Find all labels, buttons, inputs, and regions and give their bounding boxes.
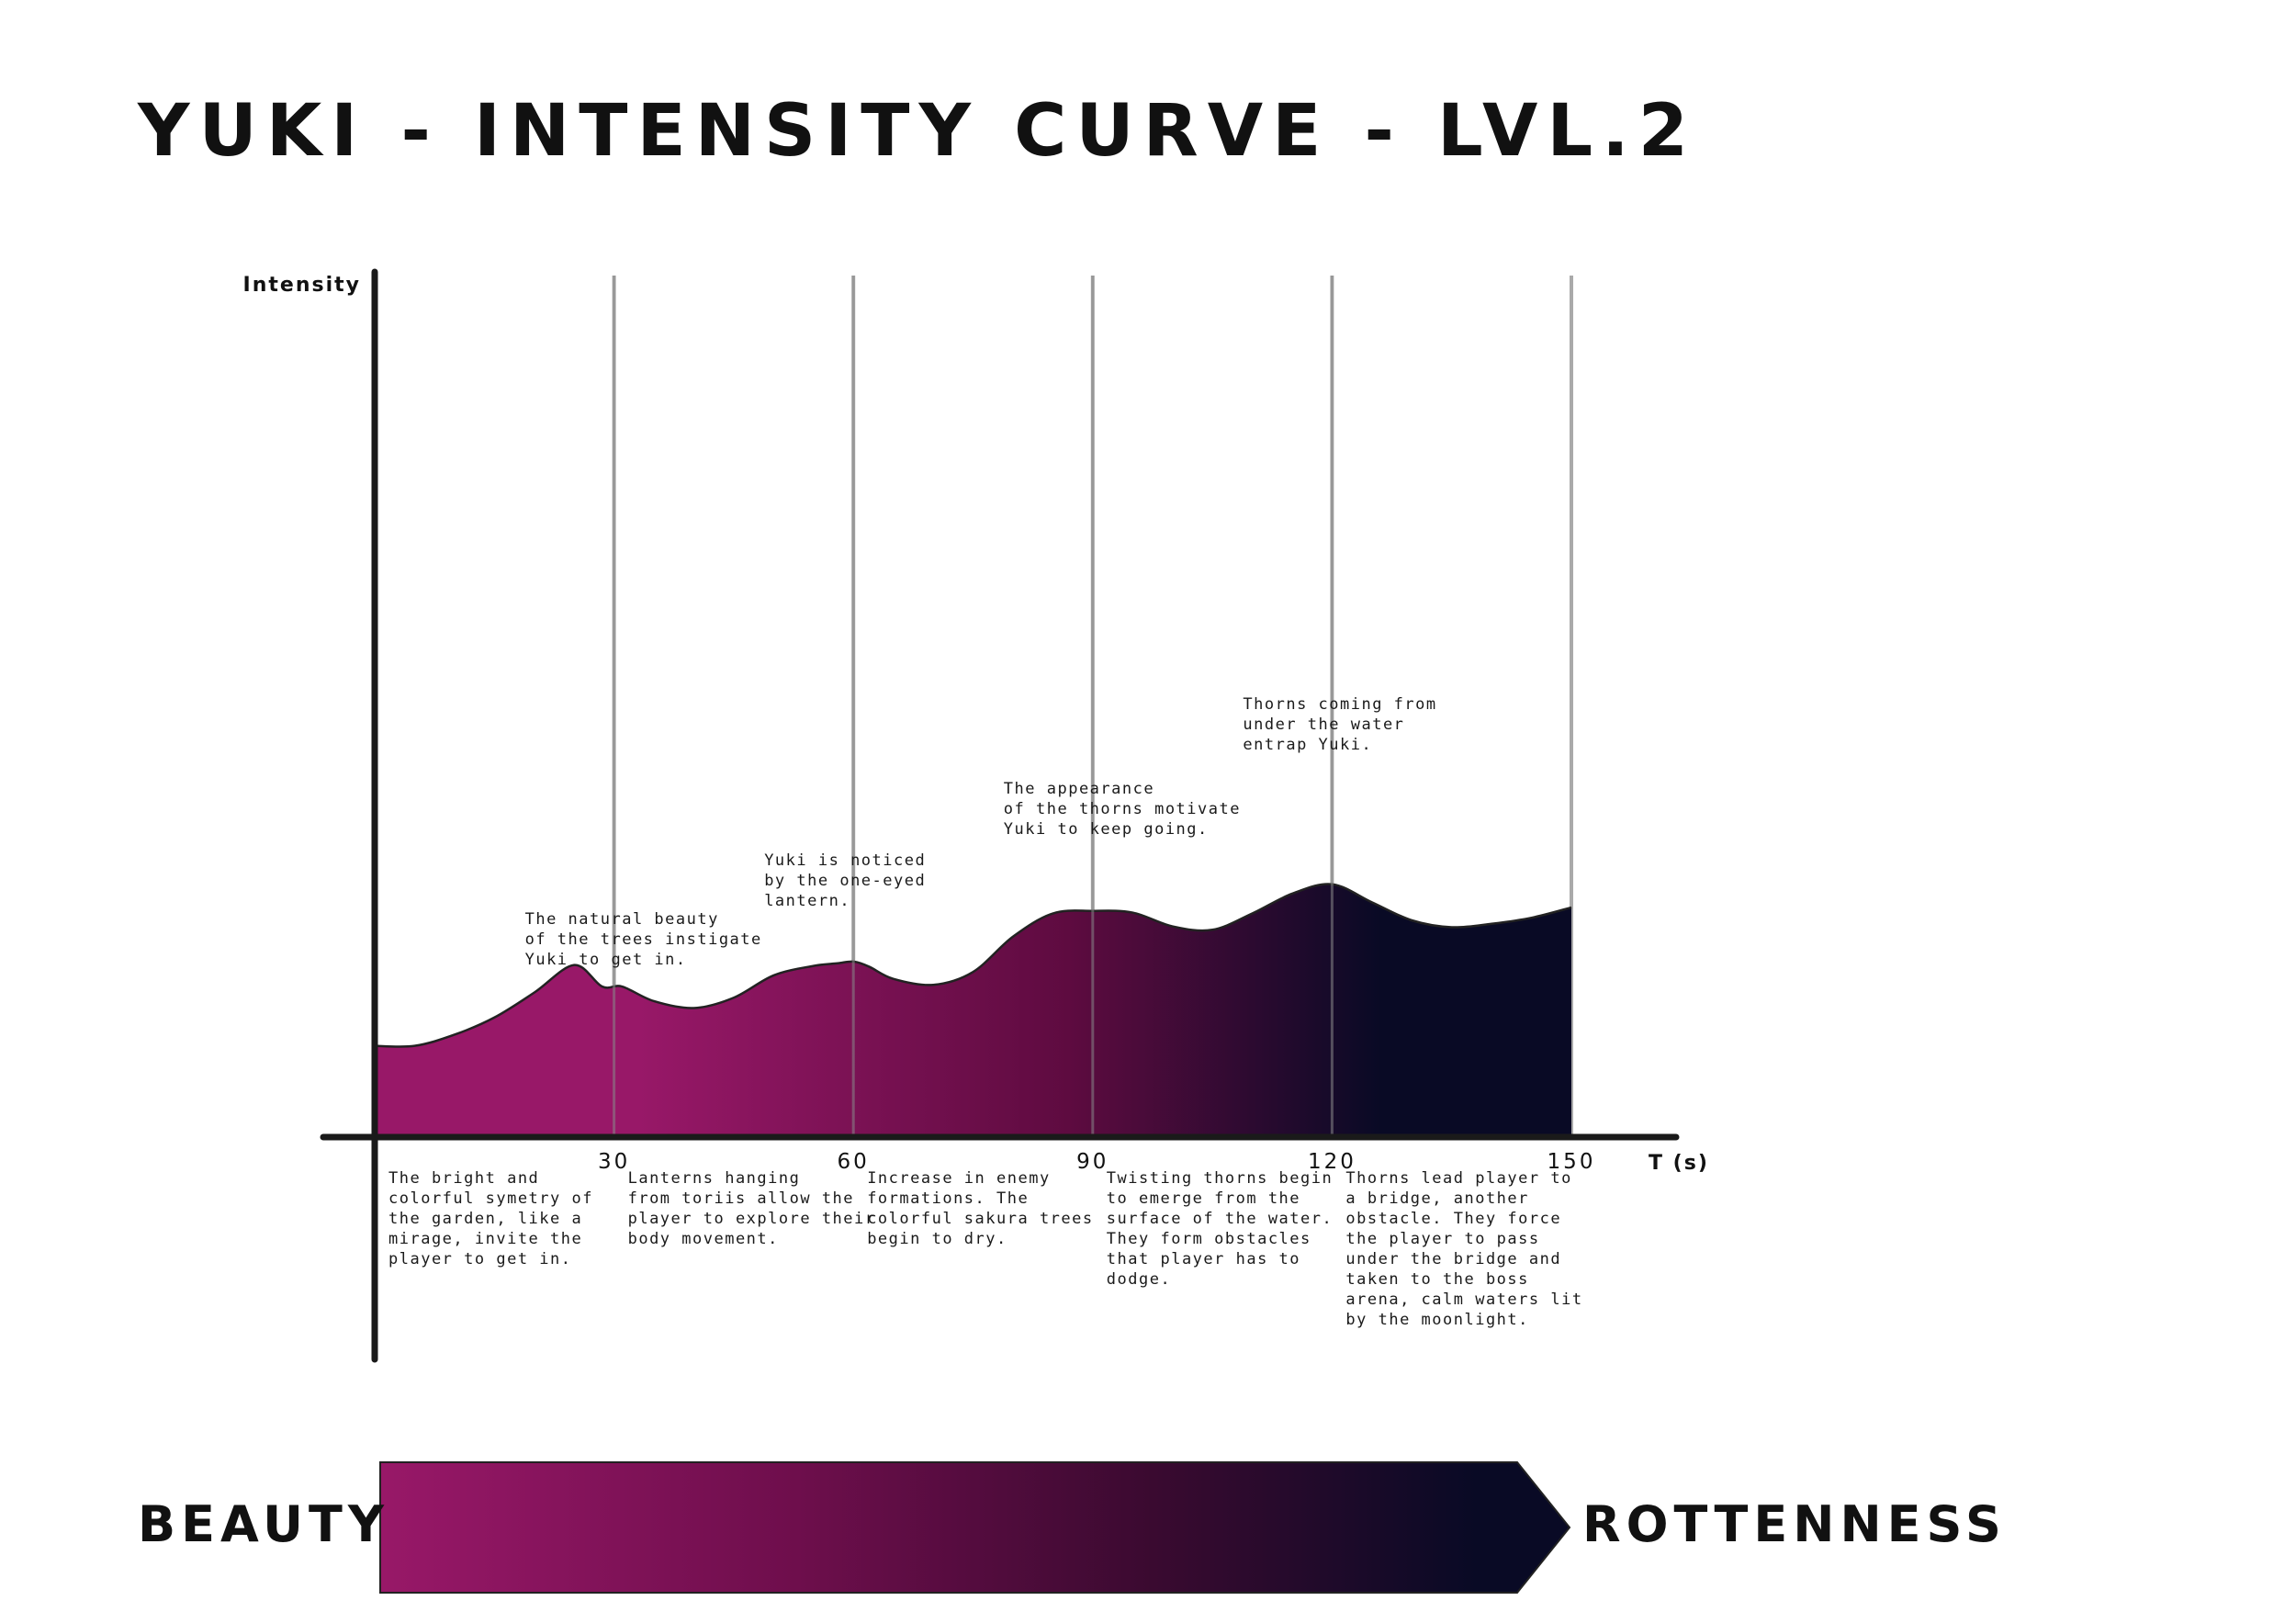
- annotation-t120: Thorns coming from under the water entrap …: [1243, 695, 1436, 754]
- y-axis-label: Intensity: [243, 274, 361, 297]
- segment-note-line: the garden, like a: [388, 1210, 582, 1228]
- segment-note-line: The bright and: [388, 1169, 539, 1188]
- segment-note-line: Twisting thorns begin: [1107, 1169, 1333, 1188]
- segment-note-line: player to get in.: [388, 1250, 572, 1268]
- segment-note-line: a bridge, another: [1345, 1189, 1529, 1208]
- annotation-line: entrap Yuki.: [1243, 736, 1372, 754]
- segment-note-line: begin to dry.: [867, 1230, 1007, 1248]
- annotation-t90: The appearance of the thorns motivate Yuki…: [1004, 780, 1241, 839]
- segment-note-line: mirage, invite the: [388, 1230, 582, 1248]
- segment-note-line: formations. The: [867, 1189, 1029, 1208]
- annotation-t60: Yuki is noticed by the one-eyed lantern.: [764, 851, 926, 910]
- segment-note-line: Increase in enemy: [867, 1169, 1050, 1188]
- annotation-line: Thorns coming from: [1243, 695, 1436, 714]
- page-title: YUKI - INTENSITY CURVE - LVL.2: [138, 90, 1697, 173]
- segment-note-line: from toriis allow the: [628, 1189, 854, 1208]
- x-tick-label-60: 60: [838, 1150, 870, 1174]
- segment-note-line: colorful symetry of: [388, 1189, 593, 1208]
- segment-note-line: by the moonlight.: [1345, 1311, 1529, 1329]
- x-tick-label-30: 30: [598, 1150, 630, 1174]
- annotation-line: lantern.: [764, 892, 850, 910]
- x-tick-label-120: 120: [1308, 1150, 1356, 1174]
- segment-note-line: taken to the boss: [1345, 1270, 1529, 1289]
- segment-note-line: colorful sakura trees: [867, 1210, 1093, 1228]
- segment-note-line: surface of the water.: [1107, 1210, 1333, 1228]
- segment-note-line: to emerge from the: [1107, 1189, 1300, 1208]
- segment-note-line: obstacle. They force: [1345, 1210, 1561, 1228]
- segment-note-line: dodge.: [1107, 1270, 1171, 1289]
- segment-note-line: Thorns lead player to: [1345, 1169, 1571, 1188]
- x-axis-label: T (s): [1649, 1152, 1709, 1175]
- intensity-area: [375, 884, 1571, 1135]
- x-tick-label-150: 150: [1548, 1150, 1596, 1174]
- segment-note-line: They form obstacles: [1107, 1230, 1311, 1248]
- annotation-line: The natural beauty: [525, 910, 719, 929]
- annotation-line: of the trees instigate: [525, 930, 762, 949]
- x-tick-label-90: 90: [1076, 1150, 1109, 1174]
- annotation-line: Yuki to keep going.: [1004, 820, 1209, 839]
- gradient-arrow-shape: [379, 1461, 1571, 1594]
- annotation-line: Yuki to get in.: [525, 951, 687, 969]
- segment-note-120-150: Thorns lead player toa bridge, another ob…: [1345, 1169, 1582, 1329]
- segment-note-line: body movement.: [628, 1230, 779, 1248]
- segment-note-line: Lanterns hanging: [628, 1169, 801, 1188]
- segment-note-line: that player has to: [1107, 1250, 1300, 1268]
- annotation-line: by the one-eyed: [764, 872, 926, 890]
- segment-note-line: the player to pass: [1345, 1230, 1539, 1248]
- legend-beauty-label: BEAUTY: [138, 1495, 389, 1553]
- annotation-line: under the water: [1243, 716, 1404, 734]
- annotation-line: of the thorns motivate: [1004, 800, 1241, 818]
- segment-note-line: player to explore their: [628, 1210, 876, 1228]
- segment-note-line: under the bridge and: [1345, 1250, 1561, 1268]
- annotation-line: The appearance: [1004, 780, 1154, 798]
- intensity-curve-line: [374, 883, 1572, 1048]
- legend-rottenness-label: ROTTENNESS: [1582, 1495, 2007, 1553]
- annotation-line: Yuki is noticed: [764, 851, 926, 870]
- segment-note-line: arena, calm waters lit: [1345, 1291, 1582, 1309]
